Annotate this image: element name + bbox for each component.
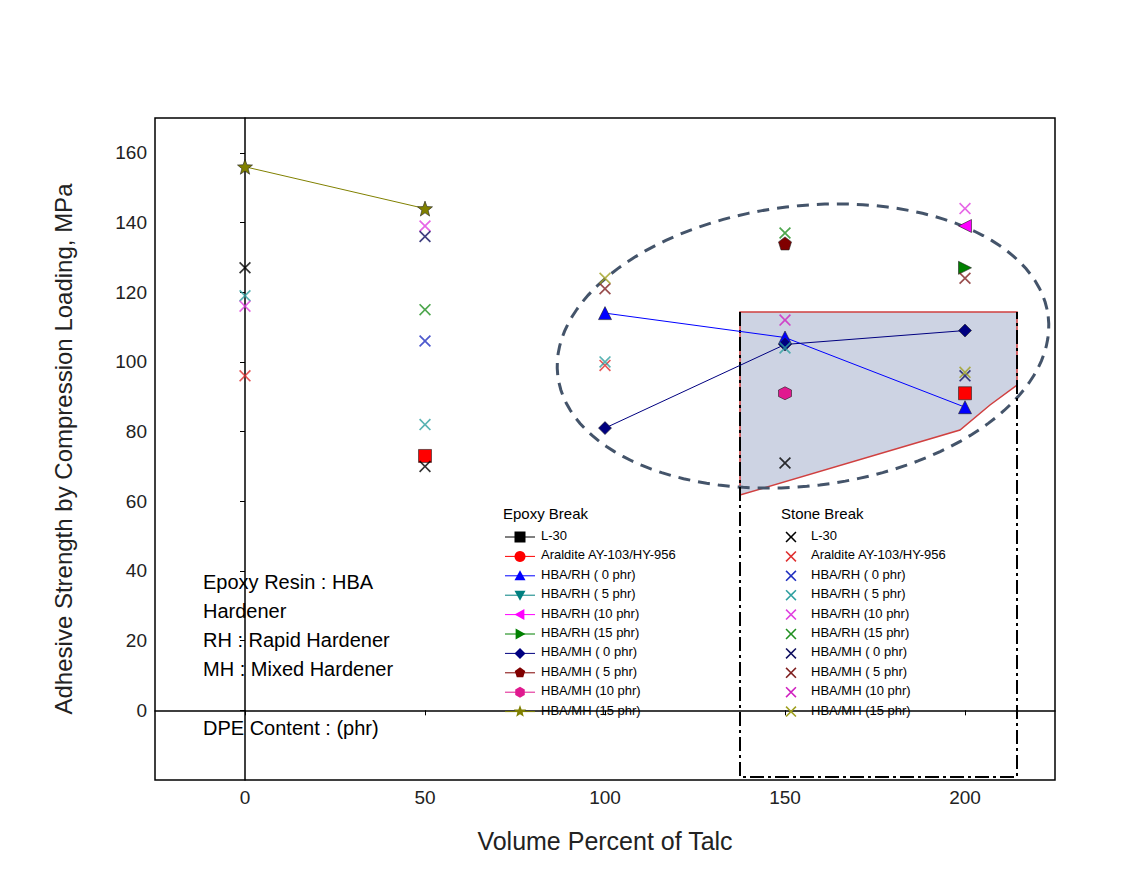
svg-text:Volume Percent of Talc: Volume Percent of Talc — [477, 827, 732, 855]
svg-text:HBA/RH (15 phr): HBA/RH (15 phr) — [541, 625, 639, 640]
svg-text:Araldite AY-103/HY-956: Araldite AY-103/HY-956 — [541, 547, 676, 562]
svg-text:Adhesive Strength by Compressi: Adhesive Strength by Compression Loading… — [50, 183, 77, 715]
svg-text:HBA/RH ( 5 phr): HBA/RH ( 5 phr) — [541, 586, 636, 601]
svg-text:60: 60 — [126, 491, 147, 512]
svg-text:160: 160 — [115, 142, 147, 163]
svg-text:100: 100 — [589, 787, 621, 808]
svg-text:20: 20 — [126, 630, 147, 651]
svg-text:40: 40 — [126, 560, 147, 581]
svg-text:Epoxy Break: Epoxy Break — [503, 505, 589, 522]
svg-text:Stone Break: Stone Break — [781, 505, 864, 522]
svg-text:Epoxy Resin : HBA: Epoxy Resin : HBA — [203, 571, 374, 593]
svg-text:HBA/MH ( 5 phr): HBA/MH ( 5 phr) — [811, 664, 907, 679]
svg-text:DPE Content : (phr): DPE Content : (phr) — [203, 717, 379, 739]
svg-text:L-30: L-30 — [811, 528, 837, 543]
svg-text:Hardener: Hardener — [203, 600, 287, 622]
svg-text:HBA/MH (10 phr): HBA/MH (10 phr) — [541, 683, 641, 698]
svg-text:140: 140 — [115, 212, 147, 233]
svg-text:100: 100 — [115, 351, 147, 372]
svg-text:0: 0 — [136, 700, 147, 721]
svg-text:HBA/RH (10 phr): HBA/RH (10 phr) — [541, 606, 639, 621]
svg-text:MH : Mixed Hardener: MH : Mixed Hardener — [203, 658, 393, 680]
svg-text:RH : Rapid Hardener: RH : Rapid Hardener — [203, 629, 390, 651]
svg-text:HBA/RH ( 0 phr): HBA/RH ( 0 phr) — [541, 567, 636, 582]
svg-text:HBA/MH (15 phr): HBA/MH (15 phr) — [811, 703, 911, 718]
svg-text:HBA/MH (15 phr): HBA/MH (15 phr) — [541, 703, 641, 718]
svg-text:Araldite AY-103/HY-956: Araldite AY-103/HY-956 — [811, 547, 946, 562]
svg-text:HBA/MH (10 phr): HBA/MH (10 phr) — [811, 683, 911, 698]
svg-text:HBA/RH (10 phr): HBA/RH (10 phr) — [811, 606, 909, 621]
svg-text:50: 50 — [414, 787, 435, 808]
svg-text:HBA/RH ( 0 phr): HBA/RH ( 0 phr) — [811, 567, 906, 582]
svg-text:150: 150 — [769, 787, 801, 808]
svg-text:200: 200 — [949, 787, 981, 808]
svg-text:120: 120 — [115, 282, 147, 303]
svg-text:L-30: L-30 — [541, 528, 567, 543]
svg-text:HBA/MH ( 0 phr): HBA/MH ( 0 phr) — [811, 644, 907, 659]
svg-text:HBA/RH ( 5 phr): HBA/RH ( 5 phr) — [811, 586, 906, 601]
svg-text:0: 0 — [240, 787, 251, 808]
svg-text:HBA/RH (15 phr): HBA/RH (15 phr) — [811, 625, 909, 640]
svg-text:HBA/MH ( 0 phr): HBA/MH ( 0 phr) — [541, 644, 637, 659]
svg-text:HBA/MH ( 5 phr): HBA/MH ( 5 phr) — [541, 664, 637, 679]
svg-text:80: 80 — [126, 421, 147, 442]
